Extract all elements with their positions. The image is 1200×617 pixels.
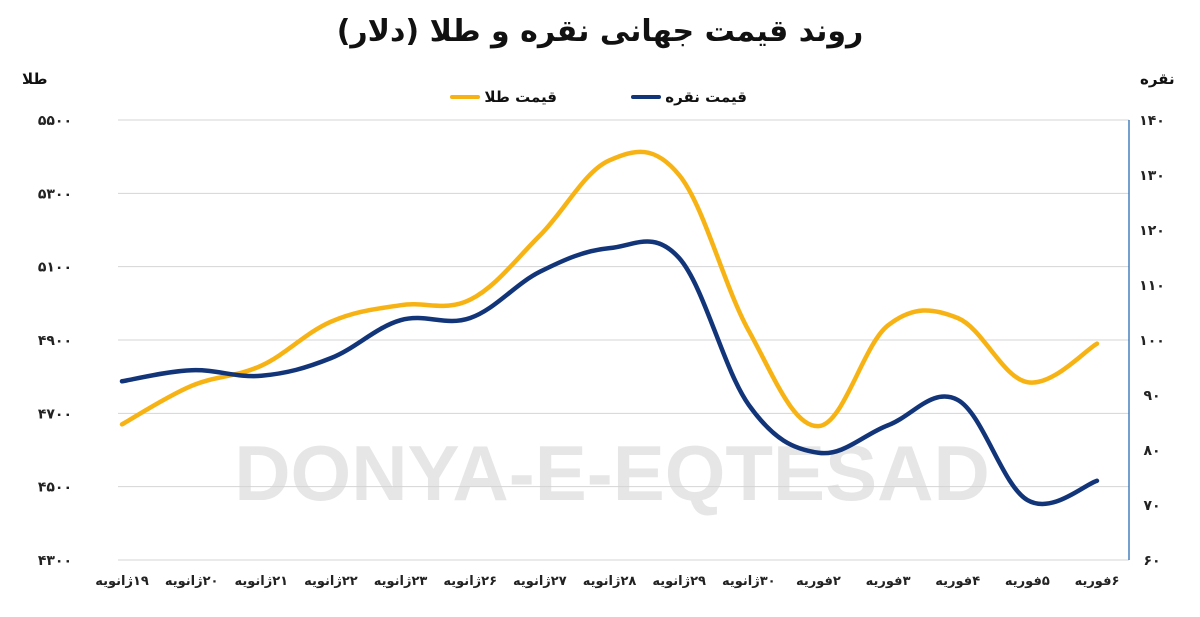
right-tick-label: ۷۰ bbox=[1143, 498, 1160, 514]
left-tick-label: ۴۷۰۰ bbox=[38, 406, 72, 422]
watermark-text: DONYA-E-EQTESAD bbox=[234, 429, 990, 517]
right-tick-label: ۸۰ bbox=[1143, 443, 1160, 459]
right-tick-label: ۱۰۰ bbox=[1139, 333, 1165, 349]
right-tick-label: ۹۰ bbox=[1143, 388, 1160, 404]
left-tick-label: ۵۵۰۰ bbox=[38, 113, 72, 129]
x-tick-label: ۲۹ژانویه bbox=[652, 574, 706, 589]
x-tick-label: ۲۲ژانویه bbox=[304, 574, 358, 589]
legend-label-gold: قیمت طلا bbox=[484, 88, 557, 106]
legend-item-silver: قیمت نقره bbox=[631, 88, 747, 106]
left-axis-title: طلا bbox=[22, 70, 48, 88]
right-axis-title: نقره bbox=[1140, 70, 1175, 88]
watermark: DONYA-E-EQTESAD bbox=[234, 429, 990, 517]
left-tick-label: ۴۹۰۰ bbox=[38, 333, 72, 349]
x-tick-label: ۱۹ژانویه bbox=[95, 574, 149, 589]
legend-swatch-gold bbox=[450, 95, 481, 99]
x-tick-label: ۲۱ژانویه bbox=[234, 574, 288, 589]
gold-price-line bbox=[119, 149, 1100, 429]
legend-swatch-silver bbox=[631, 95, 662, 99]
silver-price-line bbox=[119, 239, 1100, 507]
gridlines bbox=[118, 119, 1129, 561]
x-tick-label: ۴فوریه bbox=[935, 574, 980, 589]
right-tick-label: ۱۴۰ bbox=[1139, 113, 1165, 129]
right-tick-label: ۶۰ bbox=[1143, 553, 1160, 569]
legend-label-silver: قیمت نقره bbox=[665, 88, 747, 106]
left-tick-label: ۴۵۰۰ bbox=[38, 480, 72, 496]
x-tick-label: ۳۰ژانویه bbox=[722, 574, 776, 589]
right-tick-label: ۱۱۰ bbox=[1139, 278, 1165, 294]
x-tick-label: ۶فوریه bbox=[1075, 574, 1120, 589]
x-tick-label: ۲۳ژانویه bbox=[374, 574, 428, 589]
left-tick-label: ۵۳۰۰ bbox=[38, 186, 72, 202]
x-tick-label: ۲فوریه bbox=[796, 574, 841, 589]
left-tick-label: ۵۱۰۰ bbox=[38, 260, 72, 276]
left-tick-label: ۴۳۰۰ bbox=[38, 553, 72, 569]
x-tick-label: ۲۷ژانویه bbox=[513, 574, 567, 589]
chart-title: روند قیمت جهانی نقره و طلا (دلار) bbox=[336, 14, 864, 49]
x-tick-label: ۲۶ژانویه bbox=[443, 574, 497, 589]
left-axis-ticks: ۵۵۰۰ ۵۳۰۰ ۵۱۰۰ ۴۹۰۰ ۴۷۰۰ ۴۵۰۰ ۴۳۰۰ bbox=[38, 113, 72, 569]
legend: قیمت نقره قیمت طلا bbox=[445, 88, 765, 110]
legend-item-gold: قیمت طلا bbox=[450, 88, 557, 106]
x-tick-label: ۵فوریه bbox=[1005, 574, 1050, 589]
x-axis-ticks: ۱۹ژانویه ۲۰ژانویه ۲۱ژانویه ۲۲ژانویه ۲۳ژانویه… bbox=[95, 574, 1119, 589]
x-tick-label: ۳فوریه bbox=[866, 574, 911, 589]
right-tick-label: ۱۲۰ bbox=[1139, 223, 1165, 239]
right-axis-ticks: ۱۴۰ ۱۳۰ ۱۲۰ ۱۱۰ ۱۰۰ ۹۰ ۸۰ ۷۰ ۶۰ bbox=[1139, 113, 1165, 569]
x-tick-label: ۲۰ژانویه bbox=[165, 574, 219, 589]
x-tick-label: ۲۸ژانویه bbox=[583, 574, 637, 589]
right-tick-label: ۱۳۰ bbox=[1139, 168, 1165, 184]
